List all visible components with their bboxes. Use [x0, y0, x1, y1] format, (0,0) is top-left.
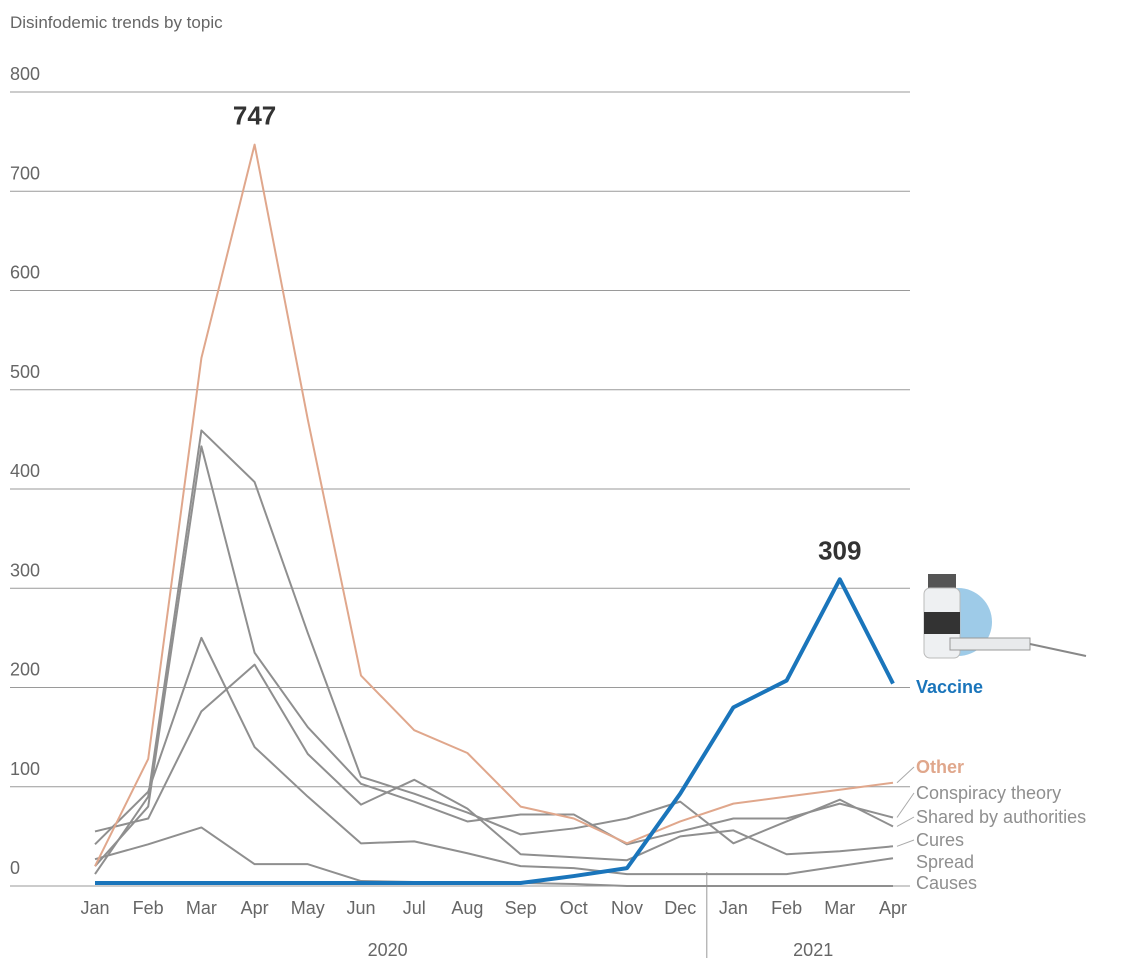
series-label: Other [916, 757, 964, 777]
series-line [94, 636, 894, 876]
x-tick-label: Nov [611, 898, 643, 918]
x-tick-label: Dec [664, 898, 696, 918]
leader-line [896, 839, 915, 847]
y-tick-label: 400 [10, 461, 40, 481]
x-tick-label: Apr [879, 898, 907, 918]
series-label: Vaccine [916, 677, 983, 697]
series-label: Causes [916, 873, 977, 893]
series-line [95, 577, 895, 886]
y-tick-label: 300 [10, 560, 40, 580]
x-tick-label: Feb [133, 898, 164, 918]
leader-line [896, 816, 915, 827]
x-group-label: 2020 [368, 940, 408, 960]
chart-title: Disinfodemic trends by topic [10, 13, 223, 32]
leader-line [896, 792, 915, 818]
x-tick-label: Mar [186, 898, 217, 918]
series-label: Cures [916, 830, 964, 850]
series-line [94, 429, 894, 875]
leader-line [896, 766, 915, 784]
x-tick-label: Apr [241, 898, 269, 918]
y-tick-label: 200 [10, 660, 40, 680]
x-tick-label: Jul [403, 898, 426, 918]
y-tick-label: 0 [10, 858, 20, 878]
series-label: Shared by authorities [916, 807, 1086, 827]
series-label: Spread [916, 852, 974, 872]
series-line [94, 143, 894, 867]
series-label: Conspiracy theory [916, 783, 1061, 803]
vaccine-illustration [923, 574, 1087, 659]
series-line [94, 826, 893, 887]
y-tick-label: 100 [10, 759, 40, 779]
plot: 0 100 200 300 400 500 600 700 800 [10, 64, 910, 887]
value-label: 309 [818, 535, 861, 565]
x-tick-label: Jan [80, 898, 109, 918]
y-tick-label: 800 [10, 64, 40, 84]
x-tick-label: May [291, 898, 325, 918]
x-group-label: 2021 [793, 940, 833, 960]
value-label: 747 [233, 101, 276, 131]
y-tick-label: 600 [10, 263, 40, 283]
series-line [94, 663, 894, 862]
x-tick-label: Oct [560, 898, 588, 918]
y-tick-label: 700 [10, 163, 40, 183]
x-tick-label: Sep [505, 898, 537, 918]
x-tick-label: Jan [719, 898, 748, 918]
series-line [94, 445, 894, 867]
y-tick-label: 500 [10, 362, 40, 382]
x-tick-label: Aug [451, 898, 483, 918]
x-tick-label: Jun [346, 898, 375, 918]
x-tick-label: Mar [824, 898, 855, 918]
x-tick-label: Feb [771, 898, 802, 918]
